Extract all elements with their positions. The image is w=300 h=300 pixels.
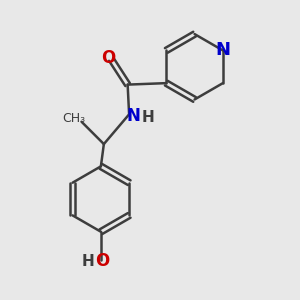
Text: N: N <box>127 107 140 125</box>
Text: H: H <box>142 110 155 125</box>
Text: O: O <box>95 253 109 271</box>
Text: O: O <box>101 49 116 67</box>
Text: CH₃: CH₃ <box>63 112 86 125</box>
Text: H: H <box>82 254 95 269</box>
Text: N: N <box>215 41 230 59</box>
